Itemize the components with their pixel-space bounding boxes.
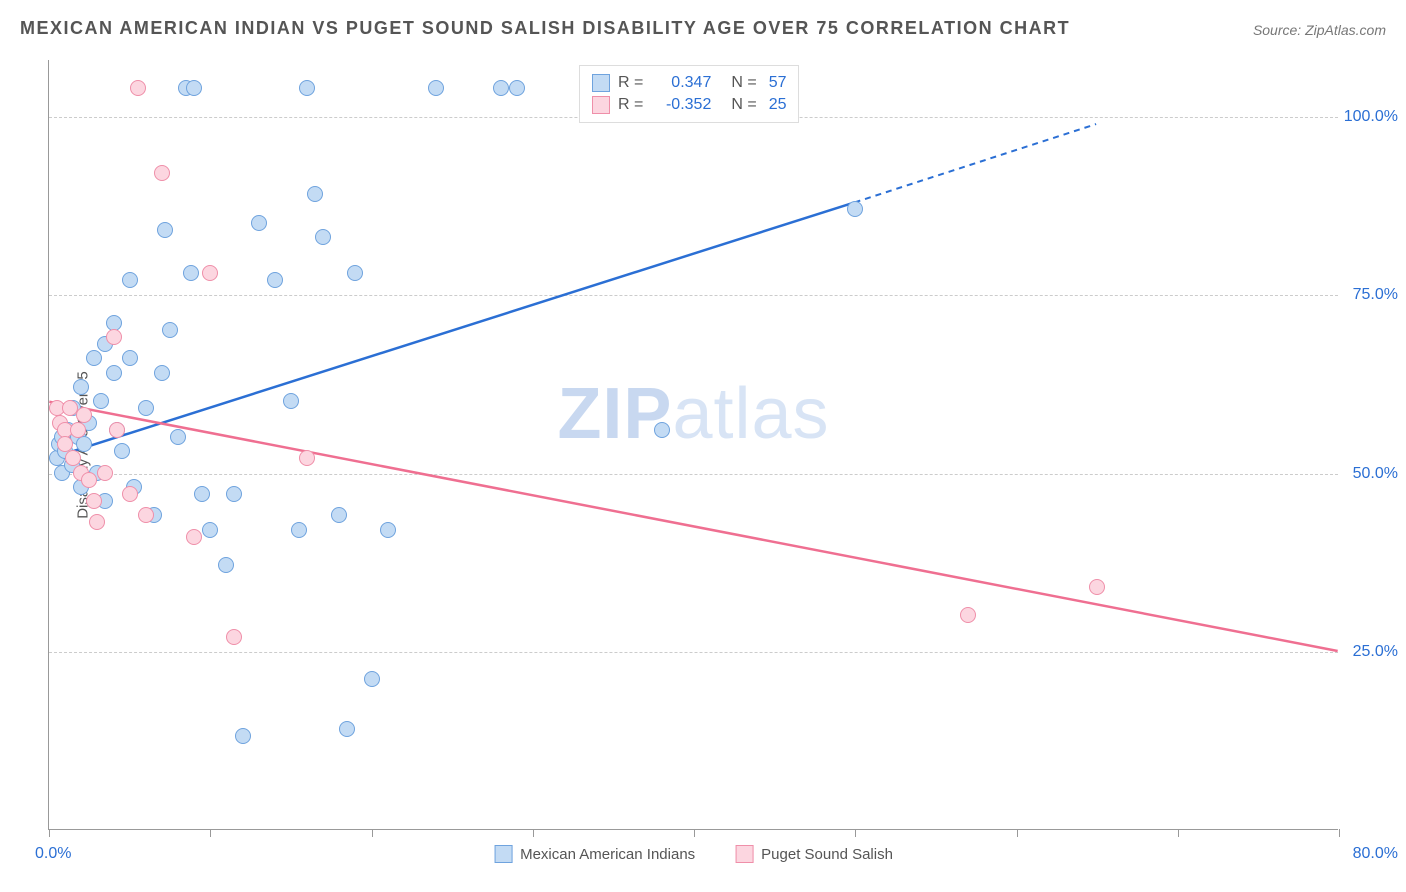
data-point: [194, 486, 210, 502]
data-point: [89, 514, 105, 530]
x-axis-min: 0.0%: [35, 845, 71, 863]
legend-row: R = 0.347 N = 57: [592, 72, 786, 94]
gridline: [49, 652, 1338, 653]
data-point: [122, 486, 138, 502]
x-tick: [49, 829, 50, 837]
data-point: [509, 80, 525, 96]
legend-n-label: N =: [731, 74, 756, 92]
y-tick-label: 75.0%: [1353, 286, 1398, 304]
x-tick: [372, 829, 373, 837]
data-point: [122, 272, 138, 288]
data-point: [70, 422, 86, 438]
legend-swatch: [735, 845, 753, 863]
data-point: [339, 721, 355, 737]
legend-r-value: 0.347: [651, 74, 711, 92]
data-point: [114, 443, 130, 459]
legend-swatch: [494, 845, 512, 863]
legend-swatch: [592, 74, 610, 92]
x-tick: [1017, 829, 1018, 837]
data-point: [226, 486, 242, 502]
data-point: [493, 80, 509, 96]
data-point: [109, 422, 125, 438]
data-point: [347, 265, 363, 281]
data-point: [428, 80, 444, 96]
data-point: [130, 80, 146, 96]
data-point: [251, 215, 267, 231]
data-point: [654, 422, 670, 438]
legend-n-value: 25: [769, 96, 787, 114]
legend-item: Puget Sound Salish: [735, 845, 893, 863]
legend-n-value: 57: [769, 74, 787, 92]
data-point: [162, 322, 178, 338]
data-point: [226, 629, 242, 645]
y-tick-label: 100.0%: [1344, 108, 1398, 126]
data-point: [73, 379, 89, 395]
data-point: [283, 393, 299, 409]
x-axis-max: 80.0%: [1353, 845, 1398, 863]
legend-n-label: N =: [731, 96, 756, 114]
legend-label: Puget Sound Salish: [761, 846, 893, 863]
data-point: [299, 80, 315, 96]
data-point: [106, 329, 122, 345]
trend-lines: [49, 60, 1338, 829]
x-tick: [533, 829, 534, 837]
y-tick-label: 25.0%: [1353, 643, 1398, 661]
x-tick: [855, 829, 856, 837]
data-point: [202, 522, 218, 538]
data-point: [157, 222, 173, 238]
data-point: [183, 265, 199, 281]
data-point: [186, 80, 202, 96]
legend-label: Mexican American Indians: [520, 846, 695, 863]
data-point: [154, 165, 170, 181]
legend-swatch: [592, 96, 610, 114]
x-tick: [1339, 829, 1340, 837]
x-tick: [694, 829, 695, 837]
data-point: [380, 522, 396, 538]
data-point: [97, 465, 113, 481]
x-tick: [210, 829, 211, 837]
data-point: [299, 450, 315, 466]
data-point: [1089, 579, 1105, 595]
legend-r-value: -0.352: [651, 96, 711, 114]
data-point: [138, 400, 154, 416]
data-point: [76, 407, 92, 423]
data-point: [154, 365, 170, 381]
source-credit: Source: ZipAtlas.com: [1253, 22, 1386, 38]
data-point: [960, 607, 976, 623]
gridline: [49, 474, 1338, 475]
gridline: [49, 295, 1338, 296]
data-point: [81, 472, 97, 488]
y-tick-label: 50.0%: [1353, 465, 1398, 483]
data-point: [364, 671, 380, 687]
data-point: [202, 265, 218, 281]
legend-row: R = -0.352 N = 25: [592, 94, 786, 116]
series-legend: Mexican American Indians Puget Sound Sali…: [494, 845, 893, 863]
data-point: [235, 728, 251, 744]
legend-item: Mexican American Indians: [494, 845, 695, 863]
watermark: ZIPatlas: [557, 373, 829, 455]
plot-area: ZIPatlas Disability Age Over 75 25.0%50.…: [48, 60, 1338, 830]
data-point: [76, 436, 92, 452]
data-point: [106, 365, 122, 381]
data-point: [86, 350, 102, 366]
x-tick: [1178, 829, 1179, 837]
data-point: [315, 229, 331, 245]
data-point: [331, 507, 347, 523]
legend-r-label: R =: [618, 74, 643, 92]
data-point: [267, 272, 283, 288]
data-point: [138, 507, 154, 523]
data-point: [291, 522, 307, 538]
data-point: [170, 429, 186, 445]
data-point: [93, 393, 109, 409]
data-point: [122, 350, 138, 366]
data-point: [218, 557, 234, 573]
data-point: [86, 493, 102, 509]
data-point: [186, 529, 202, 545]
legend-r-label: R =: [618, 96, 643, 114]
chart-title: MEXICAN AMERICAN INDIAN VS PUGET SOUND S…: [20, 18, 1070, 39]
correlation-legend: R = 0.347 N = 57 R = -0.352 N = 25: [579, 65, 799, 123]
data-point: [847, 201, 863, 217]
data-point: [307, 186, 323, 202]
